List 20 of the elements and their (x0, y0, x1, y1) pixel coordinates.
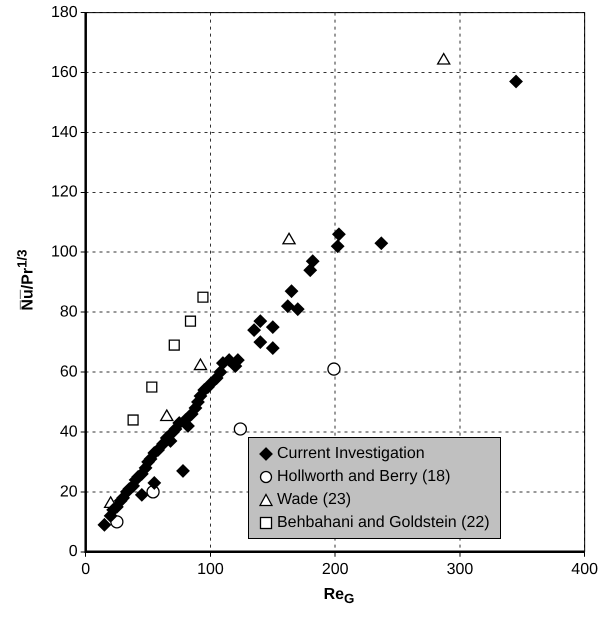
y-tick-label: 120 (50, 184, 78, 201)
y-tick-label: 0 (68, 543, 78, 560)
legend-label: Behbahani and Goldstein (22) (277, 513, 490, 533)
x-tick-label: 300 (446, 560, 474, 578)
y-tick-label: 80 (60, 304, 78, 321)
x-tick-label: 0 (81, 560, 90, 578)
x-tick-label: 200 (322, 560, 349, 578)
legend-label: Current Investigation (277, 444, 425, 464)
y-tick-label: 20 (60, 483, 78, 500)
y-tick-label: 60 (60, 363, 78, 380)
y-tick-label: 160 (50, 64, 78, 81)
x-tick-label: 400 (571, 560, 598, 578)
legend-label: Wade (23) (277, 490, 352, 510)
y-tick-label: 140 (50, 124, 78, 141)
y-tick-label: 40 (60, 423, 78, 440)
x-tick-label: 100 (197, 560, 224, 578)
y-tick-label: 180 (50, 4, 78, 22)
x-axis-title: Re$_{G}$ (324, 586, 354, 606)
y-tick-label: 100 (50, 244, 78, 261)
legend-label: Hollworth and Berry (18) (277, 467, 450, 487)
